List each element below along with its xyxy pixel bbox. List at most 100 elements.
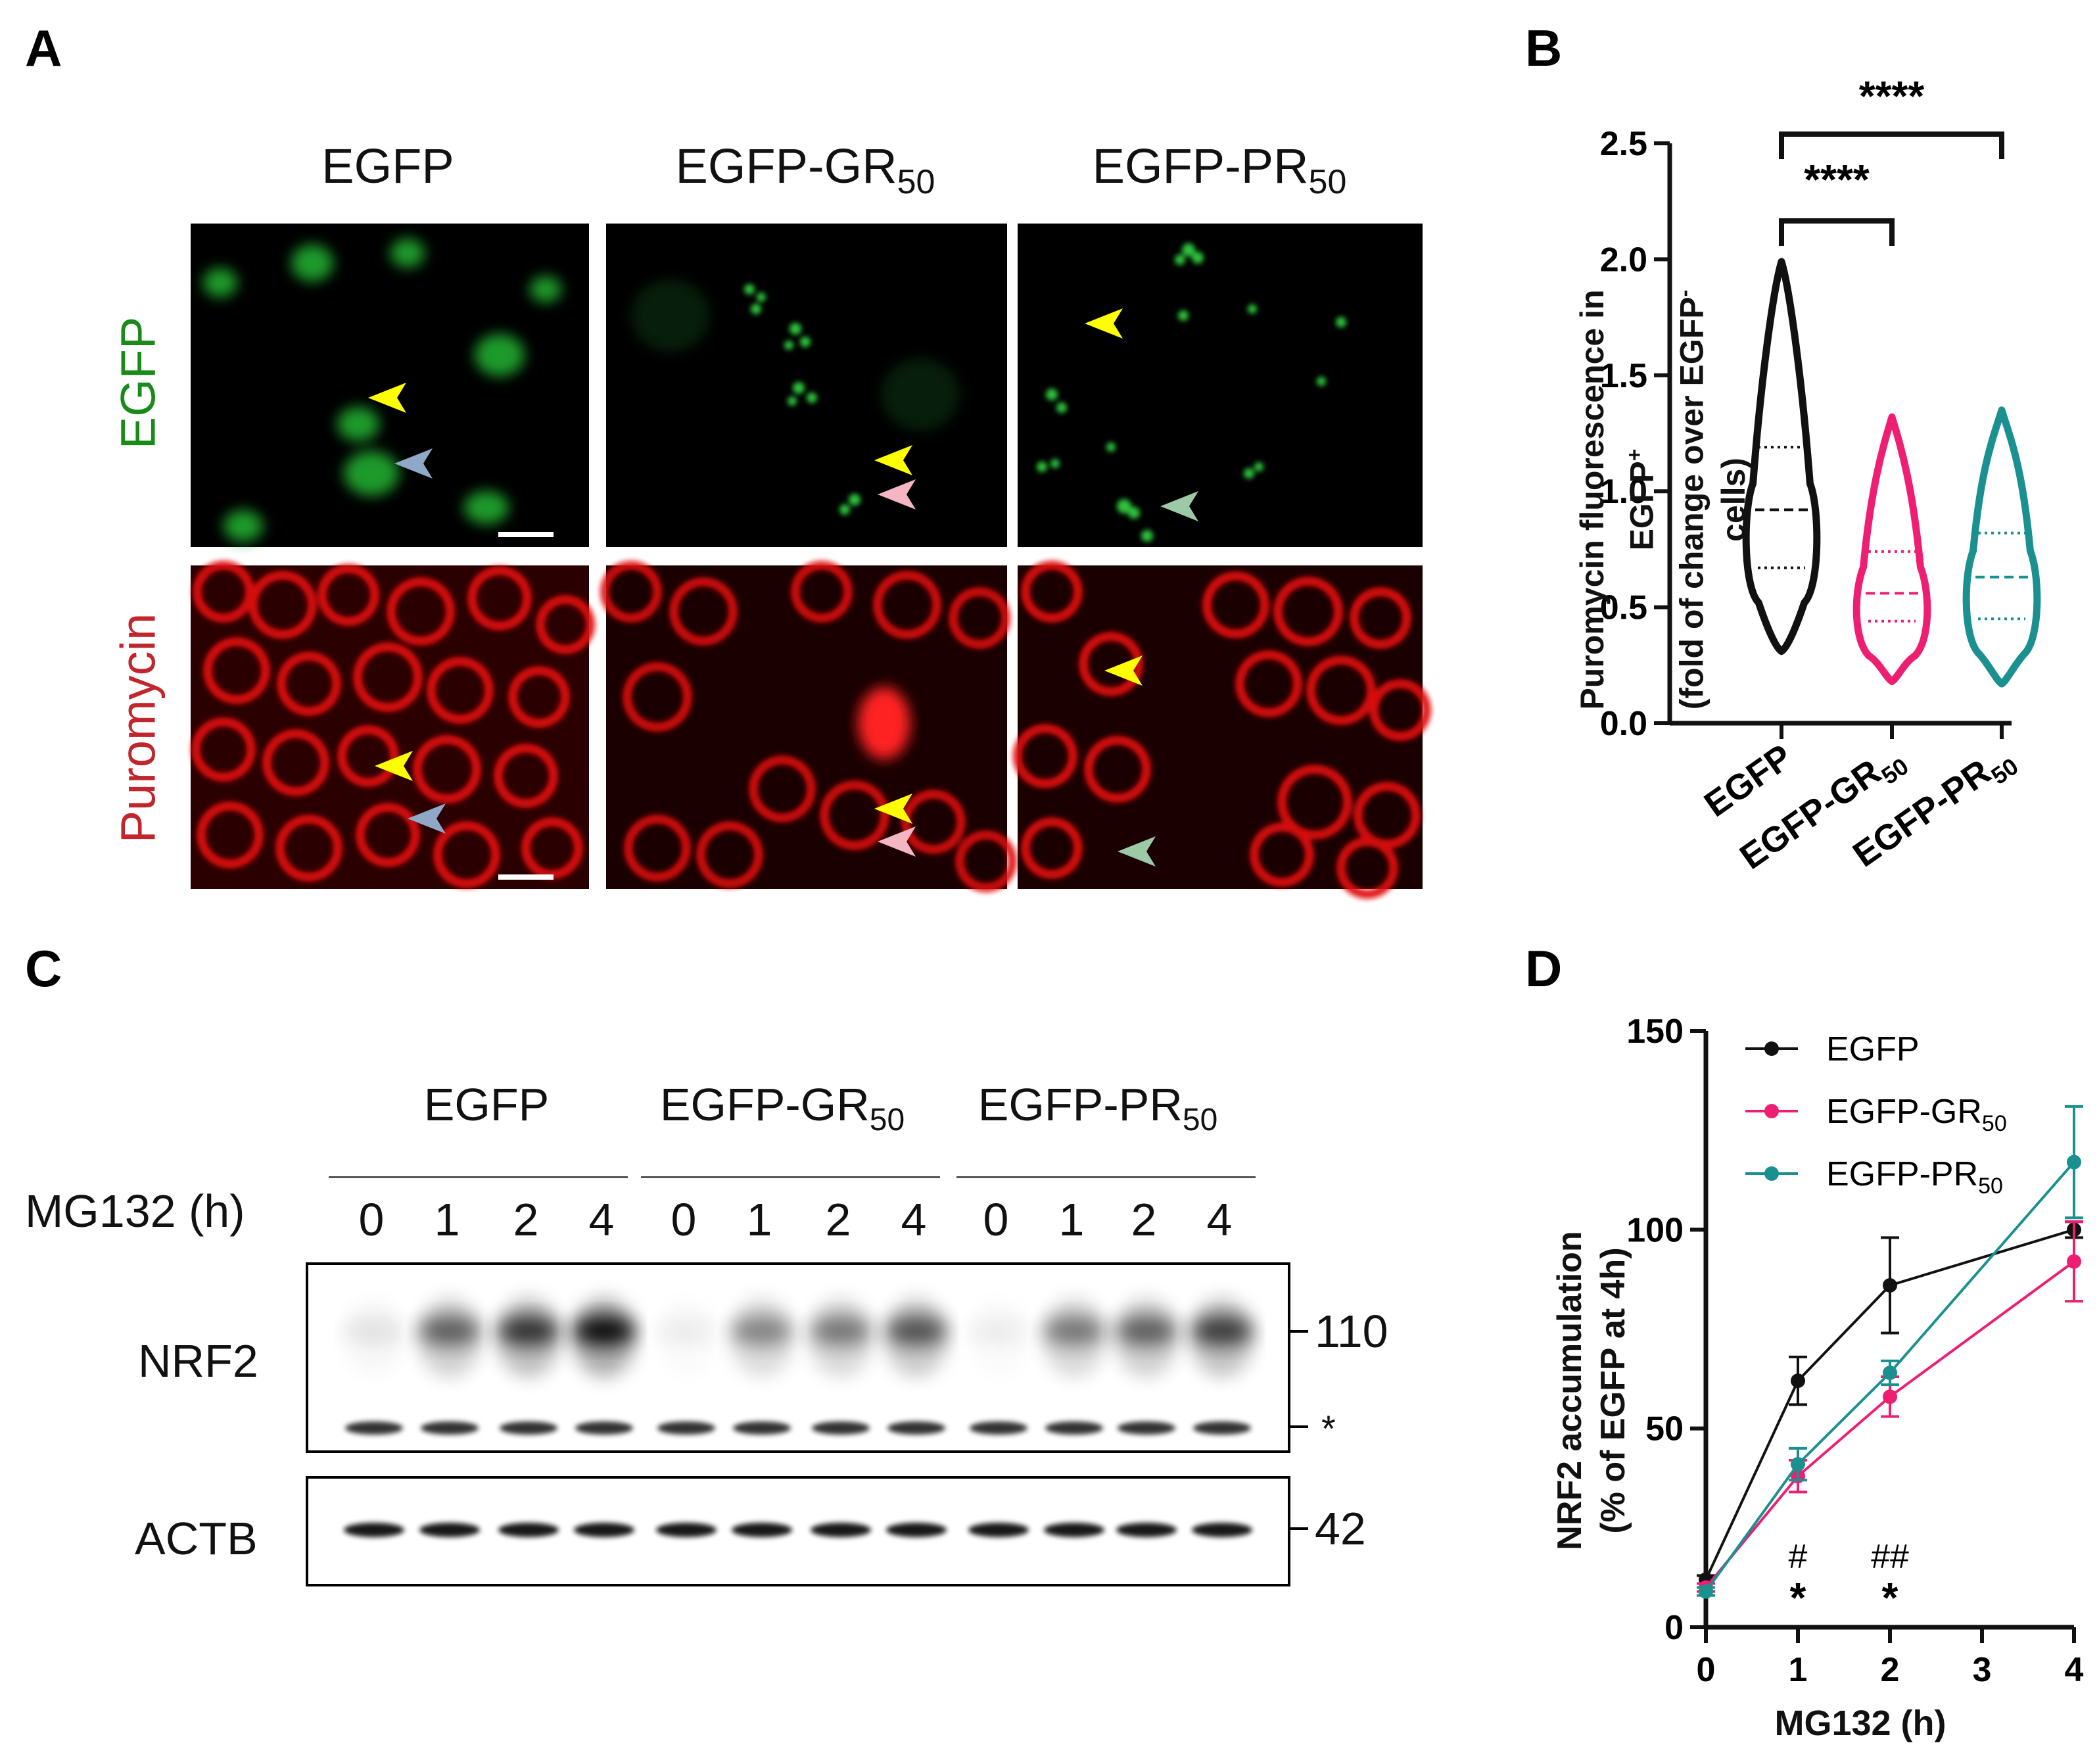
micrograph-grid (191, 224, 1431, 899)
blot-group-underline-gr50 (641, 1176, 940, 1178)
legend-marker (1764, 1104, 1779, 1118)
annotation-star: * (1790, 1574, 1806, 1621)
lane-time-label: 4 (588, 1194, 615, 1245)
legend-label: EGFP-PR50 (1826, 1155, 2003, 1199)
violin-y-tick-label: 0.5 (1600, 589, 1647, 627)
micrograph-egfp-egfp (191, 224, 589, 547)
line-y-axis-label: NRF2 accumulation (% of EGFP at 4h) (1551, 1231, 1632, 1550)
data-point (2067, 1254, 2081, 1269)
nrf2-band (886, 1316, 947, 1345)
nrf2-band (656, 1316, 717, 1345)
actb-band (344, 1523, 404, 1537)
lane-time-label: 2 (513, 1194, 539, 1245)
significance-bracket (1779, 131, 2004, 159)
nonspecific-band (421, 1421, 479, 1435)
lane-time-label: 2 (825, 1194, 851, 1245)
line-x-tick-label: 1 (1789, 1651, 1808, 1689)
line-y-tick-label: 50 (1645, 1410, 1684, 1448)
micrograph-puromycin-egfp (191, 561, 595, 889)
panel-label-c: C (25, 940, 62, 997)
significance-bracket (1779, 218, 1895, 246)
micrograph-puromycin-gr50 (600, 561, 1017, 892)
lane-time-label: 1 (746, 1194, 772, 1245)
line-x-tick-label: 3 (1973, 1651, 1992, 1689)
data-point (2067, 1155, 2081, 1170)
nonspecific-band (345, 1421, 403, 1435)
nrf2-band (1192, 1316, 1252, 1345)
line-x-axis-label: MG132 (h) (1774, 1704, 1946, 1743)
actb-blot-image (306, 1476, 1290, 1586)
nonspecific-band (1118, 1421, 1175, 1435)
nonspecific-band (733, 1421, 791, 1435)
lane-time-label: 4 (901, 1194, 927, 1245)
panel-label-b: B (1525, 19, 1563, 77)
blot-label-nrf2: NRF2 (138, 1335, 258, 1387)
actb-band (419, 1523, 480, 1537)
violin-0 (1742, 258, 1821, 656)
marker-nonspecific: * (1321, 1408, 1336, 1449)
mg132-time-label: MG132 (h) (25, 1185, 245, 1237)
blot-group-pr50: EGFP-PR50 (978, 1079, 1218, 1137)
actb-band (574, 1523, 634, 1537)
significance-label: **** (1804, 156, 1870, 203)
blot-label-actb: ACTB (135, 1513, 258, 1564)
violin-1 (1852, 413, 1931, 685)
nrf2-blot-image (306, 1262, 1290, 1453)
nonspecific-band (812, 1421, 870, 1435)
lane-time-label: 1 (1058, 1194, 1085, 1245)
actb-band (886, 1523, 947, 1537)
line-y-tick-label: 150 (1626, 1013, 1684, 1051)
actb-band (1116, 1523, 1177, 1537)
legend-marker (1764, 1041, 1779, 1056)
line-x-tick-label: 0 (1697, 1651, 1716, 1689)
data-point (1883, 1277, 1897, 1293)
blot-group-underline-pr50 (956, 1176, 1256, 1178)
data-point (1791, 1457, 1805, 1472)
actb-band (498, 1523, 559, 1537)
nrf2-band (1116, 1316, 1177, 1345)
legend-marker (1764, 1166, 1779, 1181)
blot-group-egfp: EGFP (423, 1079, 550, 1130)
line-x-tick-label: 2 (1881, 1651, 1900, 1689)
column-title-egfp-pr50: EGFP-PR50 (1092, 139, 1347, 201)
nrf2-band (344, 1316, 404, 1345)
marker-tick-110 (1288, 1330, 1308, 1333)
micrograph-egfp-pr50 (1018, 224, 1423, 547)
marker-110: 110 (1315, 1306, 1388, 1357)
actb-band (968, 1523, 1029, 1537)
annotation-star: * (1882, 1574, 1899, 1621)
blot-group-gr50: EGFP-GR50 (659, 1079, 905, 1137)
violin-chart: 0.00.51.01.52.02.5 ******** EGFPEGFP-GR5… (1600, 72, 2041, 877)
micrograph-puromycin-pr50 (1013, 561, 1431, 899)
series-line (1705, 1260, 2075, 1588)
nonspecific-band (657, 1421, 715, 1435)
lane-time-label: 4 (1206, 1194, 1233, 1245)
nrf2-band (498, 1316, 559, 1345)
annotation-hash: ## (1871, 1538, 1909, 1576)
lane-time-label: 0 (983, 1194, 1009, 1245)
panel-label-d: D (1525, 940, 1563, 997)
nrf2-band (419, 1316, 480, 1345)
nrf2-band (574, 1316, 634, 1345)
annotation-hash: # (1789, 1538, 1808, 1576)
lane-time-label: 1 (434, 1194, 460, 1245)
violin-y-tick-label: 0.0 (1600, 705, 1647, 743)
significance-label: **** (1859, 72, 1925, 120)
marker-tick-42 (1288, 1527, 1308, 1530)
lane-time-label: 2 (1131, 1194, 1157, 1245)
line-y-tick-label: 0 (1664, 1609, 1684, 1647)
violin-y-tick-label: 1.5 (1600, 357, 1647, 395)
nrf2-band (1044, 1316, 1104, 1345)
nonspecific-band (575, 1421, 633, 1435)
column-title-egfp-gr50: EGFP-GR50 (675, 139, 935, 201)
actb-band (811, 1523, 871, 1537)
marker-tick-nonspecific (1288, 1425, 1308, 1428)
lane-time-label: 0 (671, 1194, 697, 1245)
data-point (1883, 1366, 1897, 1381)
data-point (1699, 1584, 1713, 1599)
violin-y-tick-label: 2.0 (1600, 241, 1647, 279)
nonspecific-band (970, 1421, 1027, 1435)
panel-label-a: A (25, 19, 62, 77)
